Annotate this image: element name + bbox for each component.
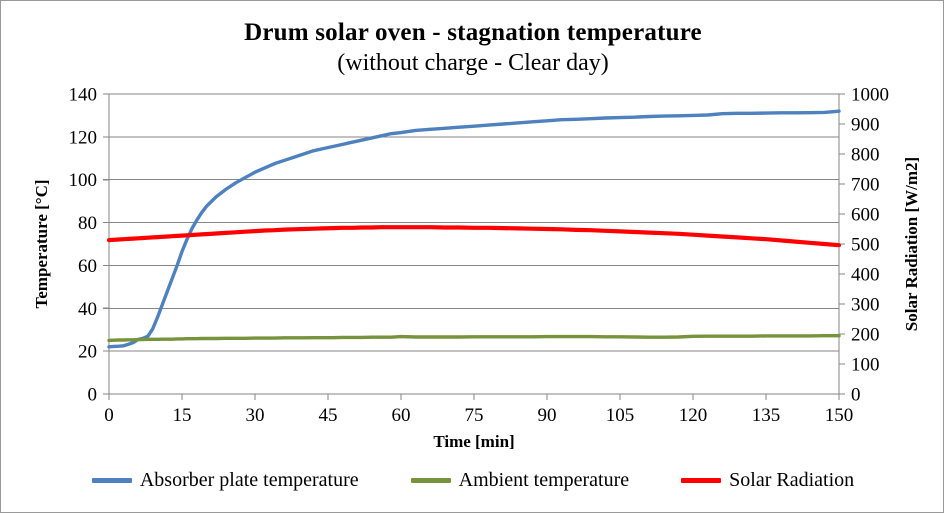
x-axis-tick-label: 45 [319,405,338,426]
page-title: Drum solar oven - stagnation temperature [244,19,702,46]
x-axis-tick-label: 105 [606,405,635,426]
y-axis-left-tick-label: 80 [78,213,97,234]
legend-swatch-absorber [91,478,132,483]
y-axis-left-tick-label: 120 [69,127,98,148]
series-line-absorber [107,109,841,349]
y-axis-right-tick-label: 100 [851,355,880,376]
x-axis-tick-label: 60 [392,405,411,426]
y-axis-right-tick-label: 900 [851,115,880,136]
legend-label-solar: Solar Radiation [729,469,855,491]
y-axis-left-tick-label: 40 [78,299,97,320]
chart-subtitle: (without charge - Clear day) [337,49,609,76]
y-axis-right-tick-label: 300 [851,295,880,316]
legend-item-ambient[interactable]: Ambient temperature [410,469,630,492]
y-axis-right-tick-label: 800 [851,145,880,166]
y-axis-left-tick-label: 0 [88,385,98,406]
y-axis-right-tick-label: 500 [851,235,880,256]
legend-item-solar[interactable]: Solar Radiation [681,469,854,492]
x-axis-tick-label: 150 [825,405,854,426]
x-axis-tick-label: 90 [538,405,557,426]
series-line-ambient [107,334,841,343]
y-axis-right-tick-label: 200 [851,325,880,346]
x-axis-tick-label: 120 [679,405,708,426]
legend-item-absorber[interactable]: Absorber plate temperature [91,469,359,492]
x-axis-tick-label: 75 [465,405,484,426]
series-line-solar [106,225,842,248]
y-axis-right-tick-label: 400 [851,265,880,286]
legend-label-ambient: Ambient temperature [458,469,630,491]
y-axis-left-tick-label: 60 [78,256,97,277]
legend-swatch-ambient [410,478,451,483]
y-axis-left-tick-label: 140 [69,85,98,106]
y-axis-right-title: Solar Radiation [W/m2] [902,157,921,331]
x-axis-tick-label: 15 [173,405,192,426]
x-axis-tick-label: 30 [246,405,265,426]
y-axis-right-tick-label: 700 [851,175,880,196]
legend-label-absorber: Absorber plate temperature [139,469,359,491]
y-axis-left-title: Temperature [°C] [32,179,51,308]
y-axis-left-tick-label: 20 [78,342,97,363]
y-axis-right-tick-label: 0 [851,385,861,406]
legend-swatch-solar [681,478,722,483]
x-axis-tick-label: 0 [104,405,114,426]
y-axis-left-tick-label: 100 [69,170,98,191]
chart-legend: Absorber plate temperature Ambient tempe… [1,469,943,492]
x-axis-tick-label: 135 [752,405,781,426]
y-axis-right-tick-label: 600 [851,205,880,226]
y-axis-right-tick-label: 1000 [851,85,889,106]
chart-title-block: Drum solar oven - stagnation temperature… [1,19,943,77]
x-axis-title: Time [min] [433,432,514,451]
